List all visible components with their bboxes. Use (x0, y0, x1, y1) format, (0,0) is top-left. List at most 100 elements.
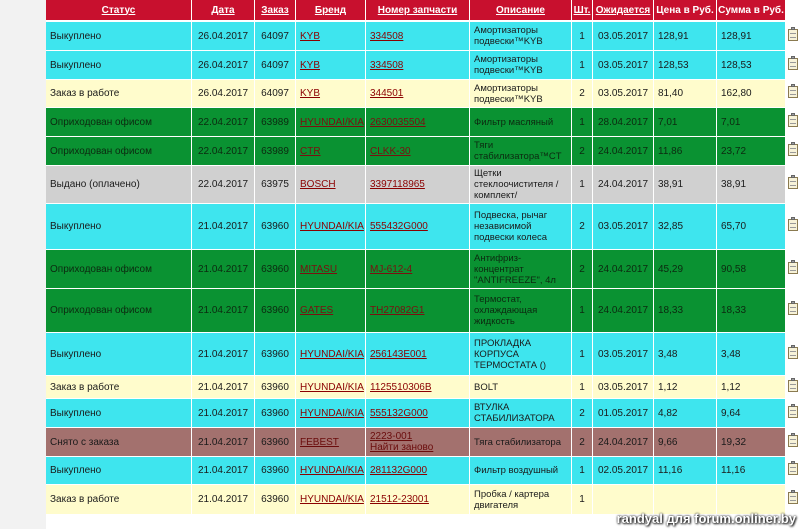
clipboard-icon[interactable] (787, 403, 798, 418)
clipboard-icon[interactable] (787, 55, 798, 70)
brand-link[interactable]: FEBEST (300, 436, 339, 448)
brand-link[interactable]: HYUNDAI/KIA (300, 348, 364, 360)
table-row: Выкуплено 21.04.2017 63960 HYUNDAI/KIA 55543… (46, 204, 800, 250)
part-number-link[interactable]: 555132G000 (370, 407, 428, 419)
clipboard-icon[interactable] (787, 301, 798, 315)
date-cell: 21.04.2017 (192, 250, 255, 289)
sum-cell (717, 485, 786, 515)
price-cell: 128,53 (654, 51, 717, 80)
clipboard-icon[interactable] (787, 112, 798, 127)
part-number-link[interactable]: MJ-612-4 (370, 263, 413, 275)
status-cell: Выкуплено (46, 51, 192, 80)
part-number-link[interactable]: 3397118965 (370, 179, 425, 190)
brand-link[interactable]: KYB (300, 88, 321, 99)
status-cell: Снято с заказа (46, 428, 192, 457)
table-row: Выдано (оплачено) 22.04.2017 63975 BOSCH 339… (46, 166, 800, 204)
brand-link[interactable]: HYUNDAI/KIA (300, 116, 364, 128)
column-header-date[interactable]: Дата (192, 0, 255, 22)
expected-date-cell: 03.05.2017 (593, 51, 654, 80)
part-number-link[interactable]: 2630035504 (370, 116, 426, 128)
brand-link[interactable]: CTR (300, 145, 321, 157)
clipboard-icon[interactable] (787, 490, 798, 504)
order-cell: 63960 (255, 457, 296, 485)
description-cell: Фильтр масляный (470, 108, 572, 137)
date-cell: 26.04.2017 (192, 51, 255, 80)
price-cell: 1,12 (654, 376, 717, 399)
status-cell: Оприходован офисом (46, 250, 192, 289)
part-number-link[interactable]: 555432G000 (370, 221, 428, 232)
brand-link[interactable]: HYUNDAI/KIA (300, 381, 364, 393)
clipboard-icon[interactable] (787, 432, 798, 447)
quantity-cell: 2 (572, 80, 593, 108)
description-cell: Фильтр воздушный (470, 457, 572, 485)
brand-link[interactable]: HYUNDAI/KIA (300, 407, 364, 419)
part-number-link[interactable]: 334508 (370, 59, 404, 71)
sum-cell: 1,12 (717, 376, 786, 399)
sum-cell: 3,48 (717, 333, 786, 376)
part-number-link[interactable]: CLKK-30 (370, 145, 411, 157)
part-number-link[interactable]: 256143E001 (370, 348, 427, 360)
price-cell: 11,86 (654, 137, 717, 166)
part-number-link[interactable]: 21512-23001 (370, 494, 429, 505)
clipboard-icon[interactable] (787, 259, 798, 274)
column-header-part-number[interactable]: Номер запчасти (366, 0, 470, 22)
clipboard-icon[interactable] (787, 461, 798, 475)
brand-link[interactable]: GATES (300, 305, 334, 316)
price-cell: 11,16 (654, 457, 717, 485)
part-number-link[interactable]: 334508 (370, 30, 404, 42)
quantity-cell: 1 (572, 457, 593, 485)
column-header-expected[interactable]: Ожидается (593, 0, 654, 22)
description-cell: Амортизаторы подвески™KYB (470, 22, 572, 51)
clipboard-icon[interactable] (787, 344, 798, 359)
column-header-brand[interactable]: Бренд (296, 0, 366, 22)
clipboard-icon[interactable] (787, 175, 798, 189)
clipboard-icon[interactable] (787, 141, 798, 156)
brand-link[interactable]: BOSCH (300, 179, 336, 190)
column-header-description[interactable]: Описание (470, 0, 572, 22)
part-number-link[interactable]: TH27082G1 (370, 305, 425, 316)
price-cell: 38,91 (654, 166, 717, 204)
brand-link[interactable]: KYB (300, 30, 321, 42)
quantity-cell: 1 (572, 333, 593, 376)
clipboard-icon[interactable] (787, 217, 798, 231)
clipboard-icon[interactable] (787, 26, 798, 41)
sum-cell: 23,72 (717, 137, 786, 166)
part-number-link[interactable]: 281132G000 (370, 465, 428, 476)
brand-link[interactable]: KYB (300, 59, 321, 71)
sum-cell: 90,58 (717, 250, 786, 289)
sum-cell: 128,91 (717, 22, 786, 51)
sum-cell: 7,01 (717, 108, 786, 137)
brand-link[interactable]: HYUNDAI/KIA (300, 221, 364, 232)
part-number-link[interactable]: 344501 (370, 88, 404, 99)
date-cell: 26.04.2017 (192, 22, 255, 51)
expected-date-cell: 03.05.2017 (593, 80, 654, 108)
status-cell: Выкуплено (46, 204, 192, 250)
quantity-cell: 1 (572, 485, 593, 515)
status-cell: Оприходован офисом (46, 289, 192, 333)
part-number-link[interactable]: 2223-001 (370, 431, 413, 442)
status-cell: Выкуплено (46, 399, 192, 428)
column-header-quantity[interactable]: Шт. (572, 0, 593, 22)
brand-link[interactable]: HYUNDAI/KIA (300, 494, 364, 505)
sum-cell: 18,33 (717, 289, 786, 333)
brand-link[interactable]: MITASU (300, 263, 338, 275)
brand-link[interactable]: HYUNDAI/KIA (300, 465, 364, 476)
column-header-status[interactable]: Статус (46, 0, 192, 22)
part-number-link[interactable]: 1125510306B (370, 381, 432, 393)
expected-date-cell: 24.04.2017 (593, 289, 654, 333)
expected-date-cell: 02.05.2017 (593, 457, 654, 485)
date-cell: 21.04.2017 (192, 399, 255, 428)
clipboard-icon[interactable] (787, 377, 798, 392)
table-body: Выкуплено 26.04.2017 64097 KYB 334508 Амортиз… (46, 22, 800, 515)
description-cell: Щетки стеклоочистителя /комплект/ (470, 166, 572, 204)
price-cell (654, 485, 717, 515)
order-cell: 63989 (255, 108, 296, 137)
date-cell: 21.04.2017 (192, 485, 255, 515)
expected-date-cell: 01.05.2017 (593, 399, 654, 428)
order-cell: 63989 (255, 137, 296, 166)
expected-date-cell (593, 485, 654, 515)
clipboard-icon[interactable] (787, 84, 798, 98)
column-header-order[interactable]: Заказ (255, 0, 296, 22)
find-again-link[interactable]: Найти заново (370, 442, 434, 453)
quantity-cell: 2 (572, 250, 593, 289)
